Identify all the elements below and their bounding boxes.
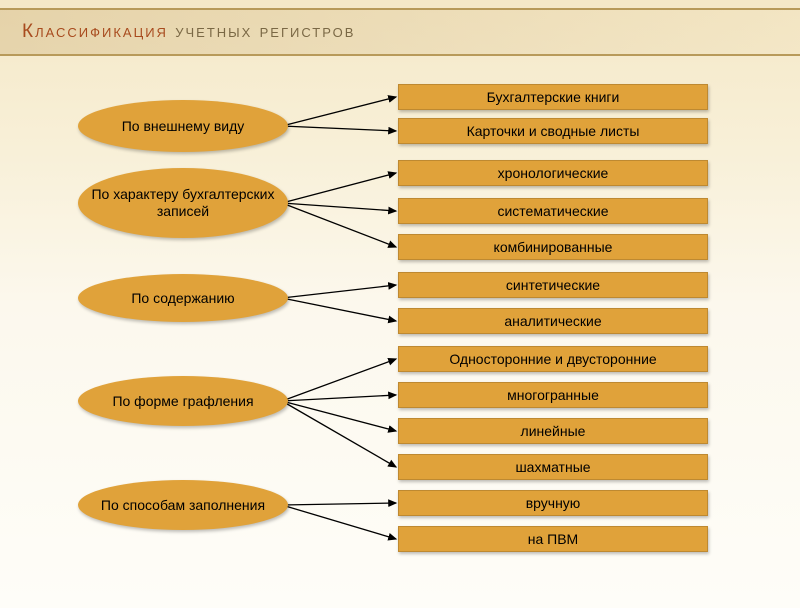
arrow-line xyxy=(282,503,396,505)
category-label: По форме графления xyxy=(112,393,253,410)
item-rect: на ПВМ xyxy=(398,526,708,552)
item-rect: вручную xyxy=(398,490,708,516)
item-rect: комбинированные xyxy=(398,234,708,260)
item-label: Карточки и сводные листы xyxy=(467,123,640,139)
arrow-line xyxy=(282,173,396,203)
arrow-line xyxy=(282,203,396,247)
item-label: Бухгалтерские книги xyxy=(487,89,620,105)
arrow-line xyxy=(282,395,396,401)
item-label: хронологические xyxy=(498,165,609,181)
item-label: шахматные xyxy=(515,459,590,475)
item-rect: Бухгалтерские книги xyxy=(398,84,708,110)
item-rect: аналитические xyxy=(398,308,708,334)
arrow-line xyxy=(282,285,396,298)
title-word1: Классификация xyxy=(22,21,168,42)
item-label: линейные xyxy=(521,423,586,439)
arrow-line xyxy=(282,505,396,539)
title-rest: учетных регистров xyxy=(175,21,355,42)
arrow-line xyxy=(282,298,396,321)
item-rect: Односторонние и двусторонние xyxy=(398,346,708,372)
arrow-line xyxy=(282,203,396,211)
category-ellipse: По характеру бухгалтерских записей xyxy=(78,168,288,238)
item-label: систематические xyxy=(497,203,608,219)
item-rect: систематические xyxy=(398,198,708,224)
item-label: комбинированные xyxy=(494,239,613,255)
item-rect: шахматные xyxy=(398,454,708,480)
category-label: По характеру бухгалтерских записей xyxy=(86,186,280,220)
diagram-canvas: По внешнему виду Бухгалтерские книги Карто… xyxy=(0,56,800,596)
arrow-line xyxy=(282,126,396,131)
category-label: По способам заполнения xyxy=(101,497,265,514)
item-rect: линейные xyxy=(398,418,708,444)
item-label: аналитические xyxy=(504,313,601,329)
item-label: вручную xyxy=(526,495,581,511)
item-rect: хронологические xyxy=(398,160,708,186)
arrow-line xyxy=(282,401,396,431)
item-label: многогранные xyxy=(507,387,599,403)
item-rect: многогранные xyxy=(398,382,708,408)
item-label: синтетические xyxy=(506,277,600,293)
arrow-line xyxy=(282,359,396,401)
category-ellipse: По содержанию xyxy=(78,274,288,322)
item-rect: синтетические xyxy=(398,272,708,298)
title-bar: Классификация учетных регистров xyxy=(0,8,800,56)
arrow-line xyxy=(282,97,396,126)
arrow-line xyxy=(282,401,396,467)
item-label: на ПВМ xyxy=(528,531,578,547)
category-label: По содержанию xyxy=(131,290,234,307)
category-label: По внешнему виду xyxy=(122,118,245,135)
category-ellipse: По способам заполнения xyxy=(78,480,288,530)
page-title: Классификация учетных регистров xyxy=(22,21,355,43)
item-label: Односторонние и двусторонние xyxy=(449,351,656,367)
category-ellipse: По внешнему виду xyxy=(78,100,288,152)
item-rect: Карточки и сводные листы xyxy=(398,118,708,144)
category-ellipse: По форме графления xyxy=(78,376,288,426)
